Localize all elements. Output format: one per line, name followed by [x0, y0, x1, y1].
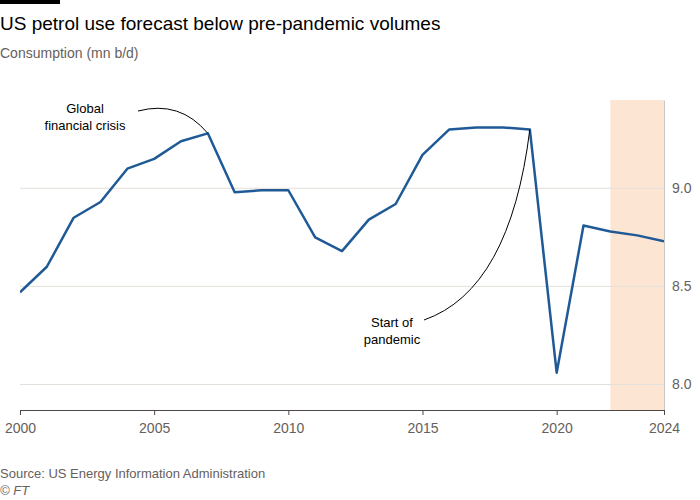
y-tick-label: 9.0: [672, 180, 692, 196]
annotation-text: pandemic: [364, 332, 421, 347]
annotation-text: financial crisis: [45, 118, 126, 133]
grid-line: [20, 286, 664, 287]
annotation-connector: [138, 108, 208, 133]
source: Source: US Energy Information Administra…: [0, 466, 265, 481]
grid: [20, 188, 664, 384]
x-tick: 2000: [5, 410, 36, 436]
x-tick-label: 2005: [139, 420, 170, 436]
grid-line: [20, 384, 664, 385]
y-tick: 8.0: [664, 376, 692, 392]
x-tick-line: [154, 410, 155, 415]
series-group: [20, 127, 664, 372]
line: [20, 127, 664, 372]
x-tick: 2010: [273, 410, 304, 436]
x-tick-label: 2020: [542, 420, 573, 436]
subtitle: Consumption (mn b/d): [0, 45, 139, 61]
annotation-text: Global: [66, 101, 104, 116]
x-tick: 2005: [139, 410, 170, 436]
y-tick: 8.5: [664, 278, 692, 294]
y-tick-label: 8.5: [672, 278, 692, 294]
x-tick-label: 2010: [273, 420, 304, 436]
x-tick: 2015: [407, 410, 438, 436]
x-tick-line: [664, 410, 665, 415]
y-tick: 9.0: [664, 180, 692, 196]
grid-line: [20, 188, 664, 189]
plot-area: [610, 100, 664, 410]
header-bar: [0, 0, 60, 4]
x-tick-line: [557, 410, 558, 415]
annotation-connector: [424, 129, 530, 320]
y-axis: 8.0 8.5 9.0: [664, 101, 692, 411]
x-axis-line: [21, 410, 665, 411]
x-tick-line: [288, 410, 289, 415]
x-tick-line: [423, 410, 424, 415]
y-tick-label: 8.0: [672, 376, 692, 392]
x-tick: 2020: [542, 410, 573, 436]
x-tick: 2024: [649, 410, 680, 436]
title: US petrol use forecast below pre-pandemi…: [0, 13, 440, 34]
x-tick-label: 2000: [5, 420, 36, 436]
forecast-shading: [610, 100, 664, 410]
x-axis: 2000 2005 2010 2015 2020 2024: [5, 410, 680, 436]
x-tick-label: 2015: [407, 420, 438, 436]
x-tick-label: 2024: [649, 420, 680, 436]
annotation-text: Start of: [371, 315, 413, 330]
x-tick-line: [20, 410, 21, 415]
credit: © FT: [0, 483, 30, 498]
chart: US petrol use forecast below pre-pandemi…: [0, 0, 700, 500]
annotations: Global financial crisis Start of pandemic: [45, 101, 530, 347]
y-axis-line: [664, 101, 665, 411]
